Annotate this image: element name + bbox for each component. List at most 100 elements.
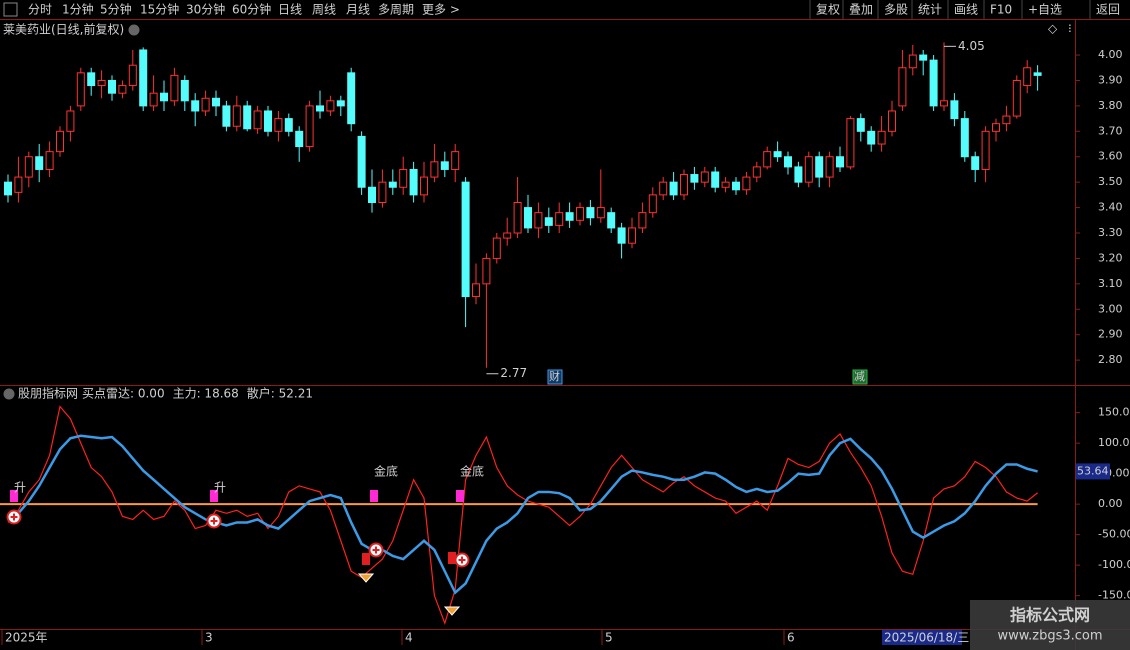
candle-body <box>108 79 116 94</box>
signal-bar <box>370 490 378 502</box>
candle-body <box>1023 67 1032 87</box>
y-tick-label: 3.40 <box>1098 201 1123 214</box>
candle-body <box>430 161 439 178</box>
y-tick-label: -100.0 <box>1098 558 1130 571</box>
signal-bar <box>210 490 218 502</box>
toolbar-item[interactable]: 15分钟 <box>140 2 179 17</box>
candle-body <box>846 118 855 168</box>
toolbar-item[interactable]: 周线 <box>312 3 336 17</box>
more-icon[interactable]: ⁝ <box>1068 22 1072 36</box>
candle-body <box>971 156 980 170</box>
menu-icon[interactable] <box>3 2 18 17</box>
candle-body <box>659 181 668 196</box>
indicator-line <box>7 405 1038 625</box>
toolbar-item[interactable]: 5分钟 <box>100 2 132 17</box>
toolbar-item[interactable]: 分时 <box>28 3 52 17</box>
toolbar-button[interactable]: 统计 <box>918 3 942 17</box>
toolbar-item[interactable]: 多周期 <box>378 3 414 17</box>
toolbar-button[interactable]: +自选 <box>1028 3 1062 17</box>
candle-body <box>898 67 907 107</box>
buy-icon-cross <box>372 546 380 554</box>
candle-body <box>118 85 127 94</box>
toolbar-item[interactable]: 60分钟 <box>232 2 271 17</box>
candle-body <box>617 227 626 244</box>
candle-body <box>128 64 137 87</box>
buy-icon-cross <box>10 513 18 521</box>
candle-body <box>14 176 23 193</box>
event-label: 财 <box>549 369 560 383</box>
indicator-title: 股朋指标网 <box>18 386 78 401</box>
dropdown-icon[interactable] <box>3 388 15 400</box>
toolbar-button[interactable]: F10 <box>990 3 1012 17</box>
candle-body <box>191 100 200 112</box>
candle-body <box>180 79 189 102</box>
toolbar-button[interactable]: 叠加 <box>849 3 873 17</box>
candle-body <box>867 130 876 145</box>
candle-body <box>877 130 886 145</box>
candle-body <box>222 105 231 127</box>
candle-body <box>66 110 75 132</box>
y-tick-label: 3.80 <box>1098 99 1123 112</box>
signal-label: 升 <box>214 481 226 495</box>
event-label: 减 <box>854 370 865 383</box>
candle-body <box>336 100 345 107</box>
y-tick-label: 3.20 <box>1098 251 1123 264</box>
y-tick-label: 3.10 <box>1098 277 1123 290</box>
candle-body <box>305 105 314 148</box>
candle-body <box>576 207 584 221</box>
watermark-box <box>970 600 1130 650</box>
candle-body <box>503 232 512 239</box>
candle-body <box>212 97 220 107</box>
toolbar-item[interactable]: 日线 <box>278 3 302 17</box>
candle-body <box>326 100 335 112</box>
toolbar-button[interactable]: 复权 <box>816 3 840 17</box>
y-tick-label: 3.90 <box>1098 73 1123 86</box>
toolbar-item[interactable]: 30分钟 <box>186 2 225 17</box>
toolbar-button[interactable]: 画线 <box>954 3 978 17</box>
candle-body <box>742 176 751 191</box>
diamond-icon[interactable]: ◇ <box>1048 22 1058 36</box>
event-marker[interactable] <box>852 369 868 385</box>
candle-body <box>544 217 553 226</box>
y-tick-label: 0.00 <box>1098 497 1123 510</box>
toolbar-item[interactable]: 更多 > <box>422 3 460 17</box>
toolbar-item[interactable]: 月线 <box>346 3 370 17</box>
price-annotation: 2.77 <box>500 366 527 380</box>
candle-body <box>784 156 792 168</box>
date-label: 6 <box>787 631 795 645</box>
toolbar-button[interactable]: 多股 <box>884 3 908 17</box>
cursor-date-box <box>882 630 962 645</box>
candle-body <box>825 156 834 178</box>
signal-label: 升 <box>14 481 26 495</box>
candle-body <box>149 92 158 107</box>
candle-body <box>347 72 356 125</box>
candle-body <box>492 237 501 259</box>
candle-body <box>357 135 366 188</box>
toolbar-item[interactable]: 1分钟 <box>62 2 94 17</box>
candle-body <box>97 79 106 87</box>
event-marker[interactable] <box>547 369 563 385</box>
candle-body <box>139 49 148 107</box>
candle-body <box>773 151 782 158</box>
candle-body <box>87 72 96 87</box>
candle-body <box>440 161 449 170</box>
candle-body <box>950 100 959 120</box>
candle-body <box>409 168 418 196</box>
candle-body <box>284 118 293 132</box>
candle-body <box>555 212 564 226</box>
candle-body <box>472 283 480 298</box>
candle-body <box>690 174 699 183</box>
dropdown-icon[interactable] <box>128 24 140 36</box>
buy-icon-cross <box>210 517 218 525</box>
candle-body <box>274 118 283 132</box>
candle-body <box>763 151 772 168</box>
candle-body <box>856 118 865 132</box>
toolbar-button[interactable]: 返回 <box>1096 3 1120 17</box>
candle-body <box>316 105 324 112</box>
signal-label: 金底 <box>460 464 484 479</box>
price-annotation: 4.05 <box>958 39 985 53</box>
candle-body <box>461 181 470 298</box>
y-tick-label: 3.70 <box>1098 124 1123 137</box>
y-tick-label: 3.00 <box>1098 302 1123 315</box>
candle-body <box>721 181 730 188</box>
